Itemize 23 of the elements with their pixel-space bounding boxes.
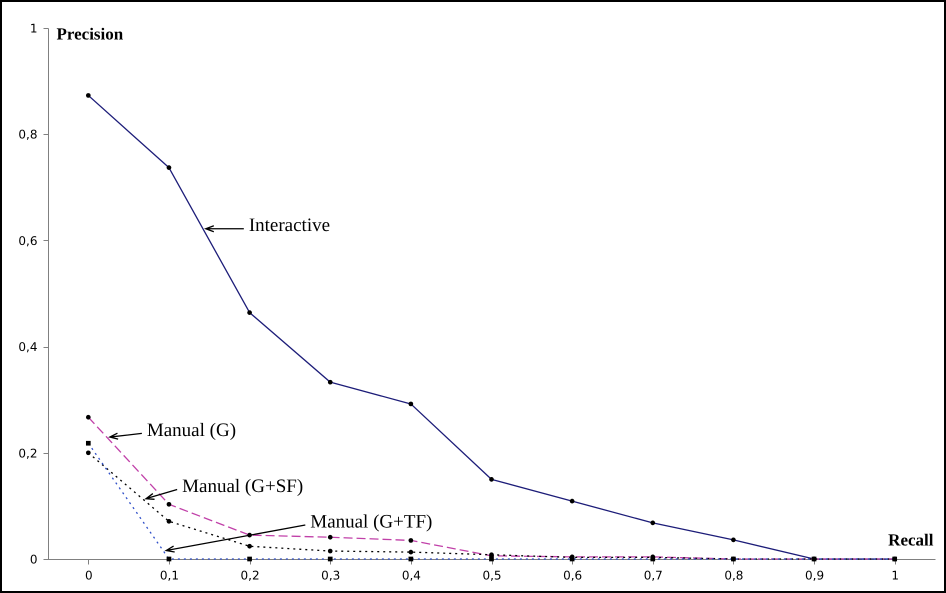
- x-axis-title: Recall: [888, 530, 934, 550]
- x-tick-label: 0,6: [563, 568, 582, 582]
- x-tick-label: 0,5: [482, 568, 502, 582]
- annotation: Manual (G+SF): [182, 476, 304, 497]
- x-tick-label: 0,7: [644, 568, 663, 582]
- y-tick-label: 0,8: [18, 128, 38, 142]
- y-tick-label: 0,6: [18, 234, 38, 248]
- y-tick-label: 1: [30, 22, 38, 36]
- y-axis-title: Precision: [56, 24, 124, 44]
- y-tick-label: 0,4: [18, 340, 38, 354]
- x-tick-label: 0: [85, 568, 93, 582]
- y-tick-label: 0,2: [18, 446, 38, 460]
- annotation: Manual (G+TF): [310, 511, 432, 532]
- x-tick-label: 0,2: [240, 568, 260, 582]
- y-tick-label: 0: [30, 552, 38, 566]
- annotation: Interactive: [248, 215, 330, 236]
- x-tick-label: 0,8: [724, 568, 744, 582]
- x-tick-label: 0,9: [805, 568, 824, 582]
- annotation: Manual (G): [146, 420, 236, 441]
- x-tick-label: 0,4: [402, 568, 421, 582]
- x-tick-label: 0,1: [160, 568, 179, 582]
- x-tick-label: 1: [891, 568, 899, 582]
- x-tick-label: 0,3: [321, 568, 340, 582]
